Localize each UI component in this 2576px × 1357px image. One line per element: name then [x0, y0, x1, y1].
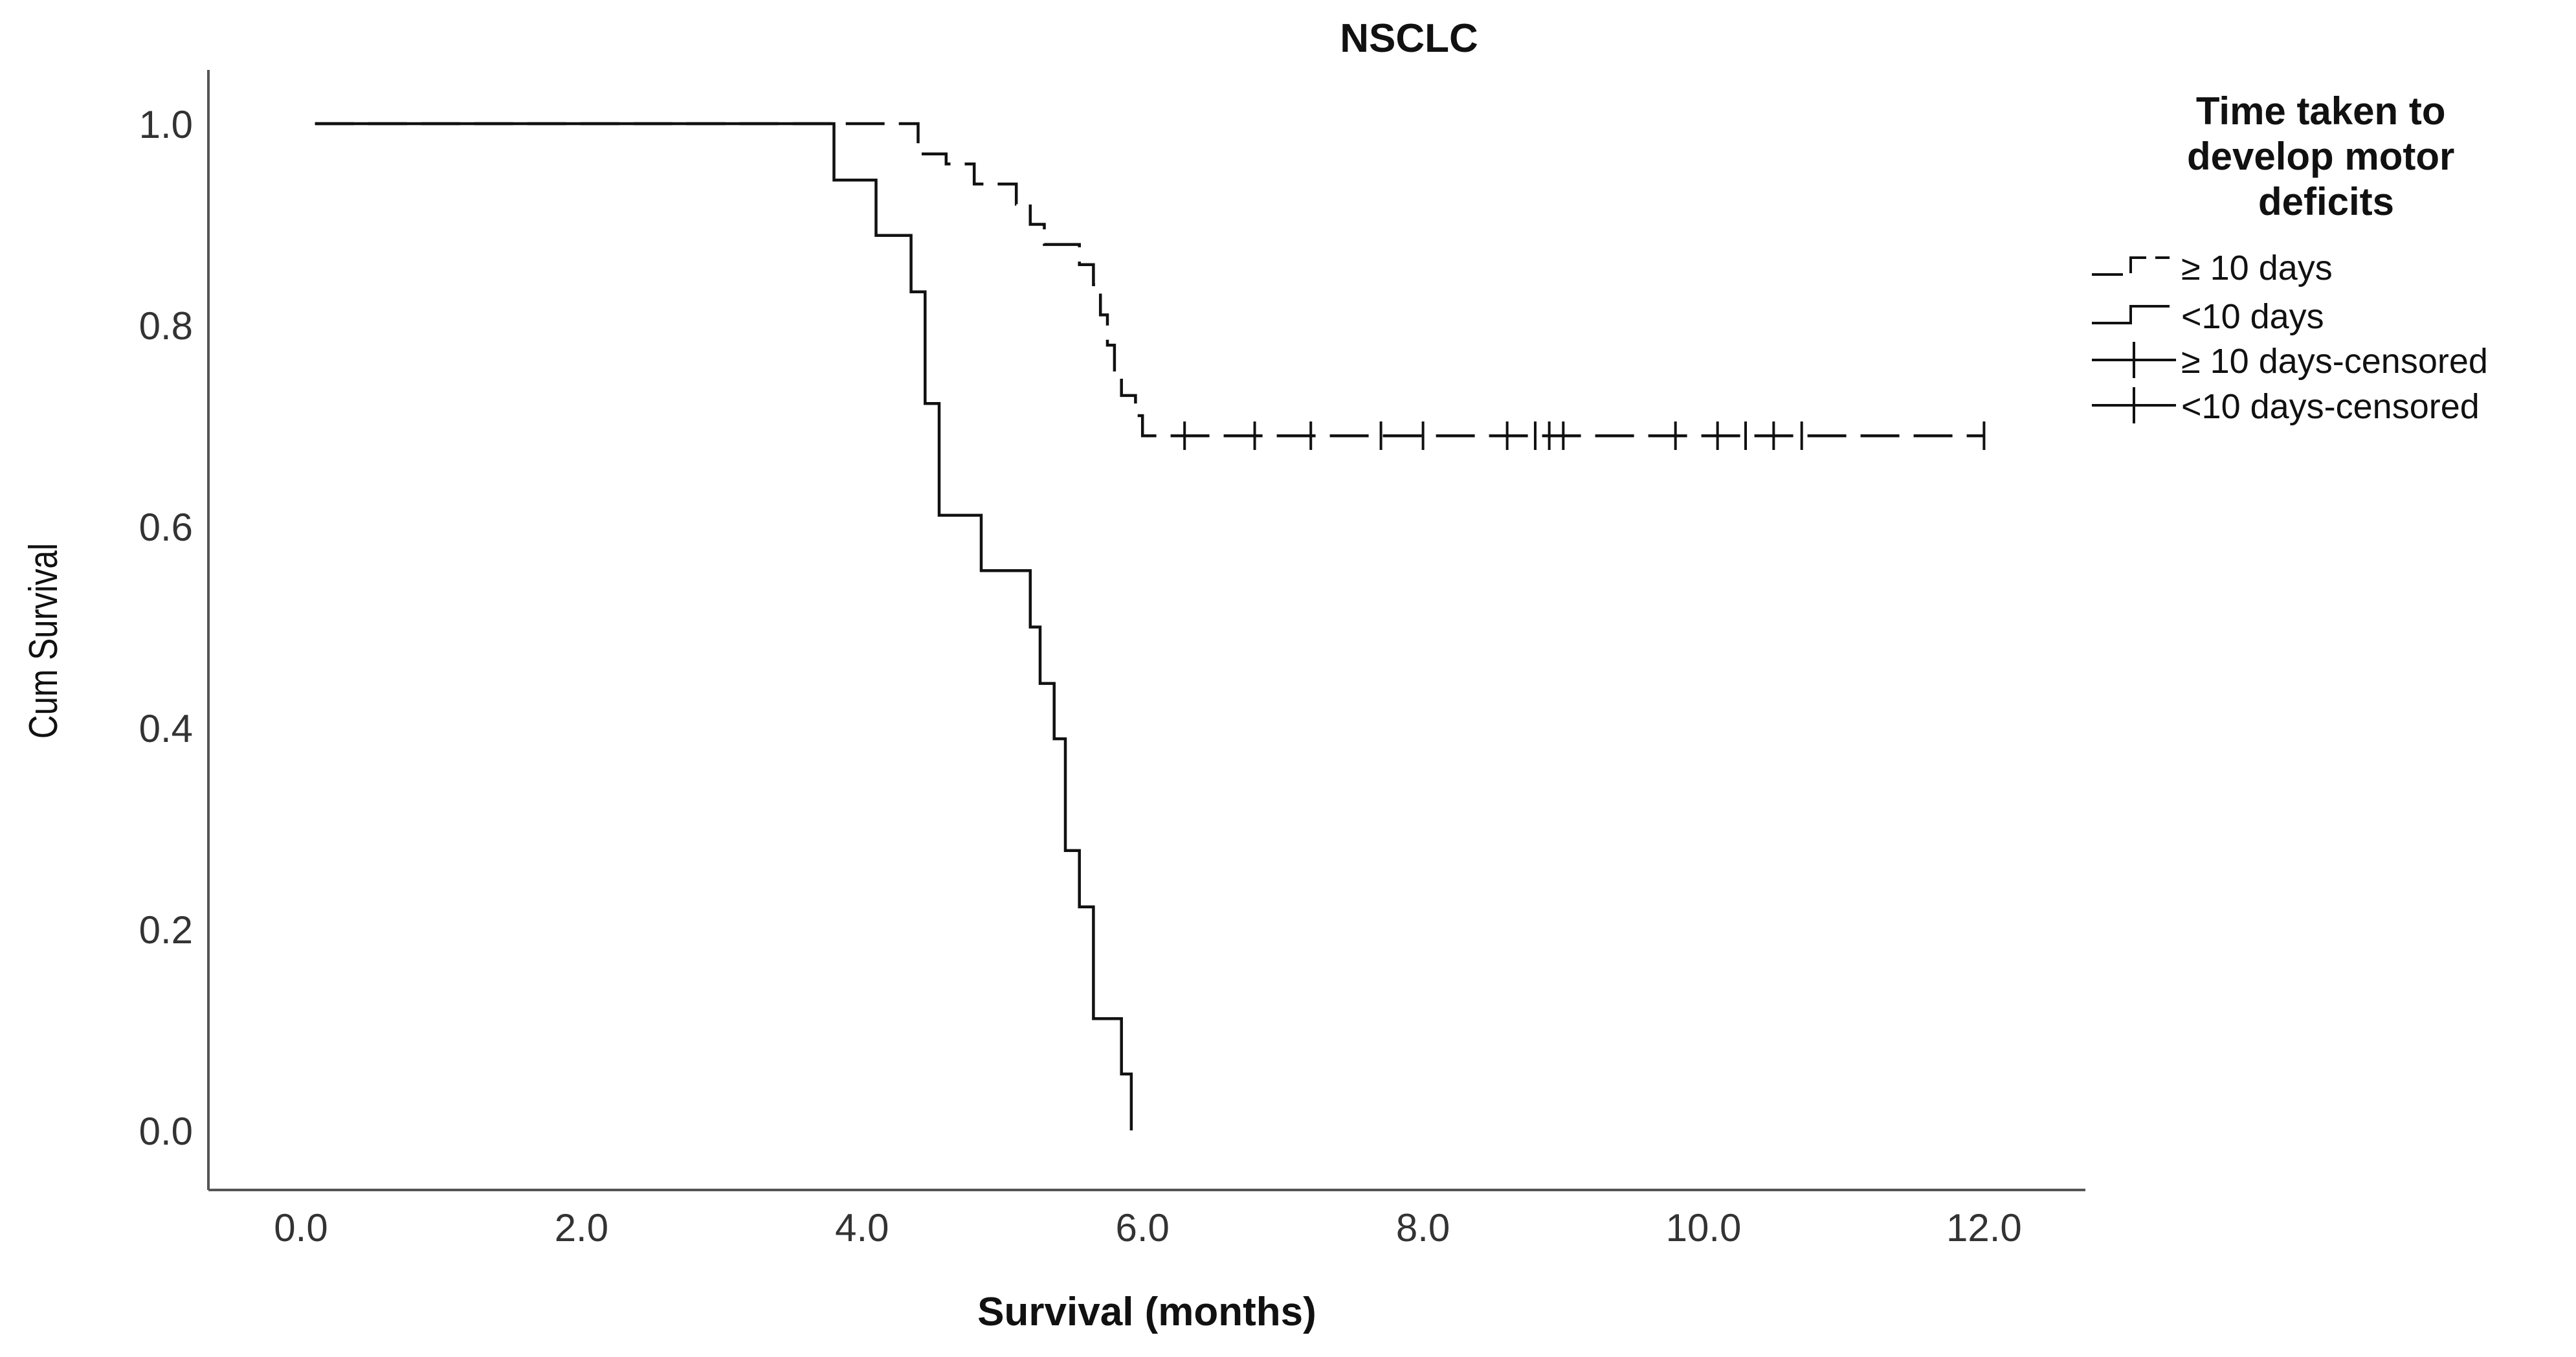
legend-entry-label: <10 days: [2181, 297, 2324, 336]
chart-title: NSCLC: [1340, 16, 1478, 61]
x-axis-ticks: 0.0 2.0 4.0 6.0 8.0 10.0 12.0: [274, 1206, 2022, 1250]
y-tick-label: 0.0: [139, 1110, 193, 1153]
x-tick-label: 6.0: [1115, 1206, 1169, 1250]
y-tick-label: 0.8: [139, 304, 193, 348]
y-tick-label: 1.0: [139, 103, 193, 146]
legend-title-line-3: deficits: [2258, 180, 2394, 223]
y-axis-label: Cum Survival: [21, 543, 66, 739]
x-axis-label: Survival (months): [977, 1290, 1316, 1334]
legend-items: ≥ 10 days <10 days ≥ 10 days-censored <10 d…: [2092, 249, 2488, 426]
y-axis-ticks: 0.0 0.2 0.4 0.6 0.8 1.0: [139, 103, 193, 1153]
legend-entry-label: <10 days-censored: [2181, 387, 2480, 426]
legend-title-line-1: Time taken to: [2196, 89, 2446, 133]
censor-marks: [1183, 421, 1986, 451]
series-line-ge10-days: [315, 122, 1984, 438]
y-tick-label: 0.6: [139, 506, 193, 549]
legend: Time taken to develop motor deficits ≥ 1…: [2092, 89, 2488, 426]
y-tick-label: 0.4: [139, 707, 193, 750]
x-tick-label: 0.0: [274, 1206, 328, 1250]
series-line-lt10-days: [315, 122, 1133, 1130]
x-tick-label: 10.0: [1666, 1206, 1742, 1250]
legend-title: Time taken to develop motor deficits: [2187, 89, 2465, 223]
x-tick-label: 12.0: [1946, 1206, 2022, 1250]
x-tick-label: 2.0: [555, 1206, 608, 1250]
plot-lines: [315, 122, 1984, 1130]
y-tick-label: 0.2: [139, 908, 193, 952]
legend-entry-label: ≥ 10 days: [2181, 249, 2333, 287]
legend-symbol-lt10-days: [2092, 305, 2170, 324]
legend-entry-label: ≥ 10 days-censored: [2181, 342, 2488, 381]
axes: [207, 70, 2085, 1191]
x-tick-label: 8.0: [1396, 1206, 1450, 1250]
legend-title-line-2: develop motor: [2187, 135, 2454, 178]
legend-symbol-ge10-days: [2092, 256, 2170, 276]
x-tick-label: 4.0: [835, 1206, 889, 1250]
